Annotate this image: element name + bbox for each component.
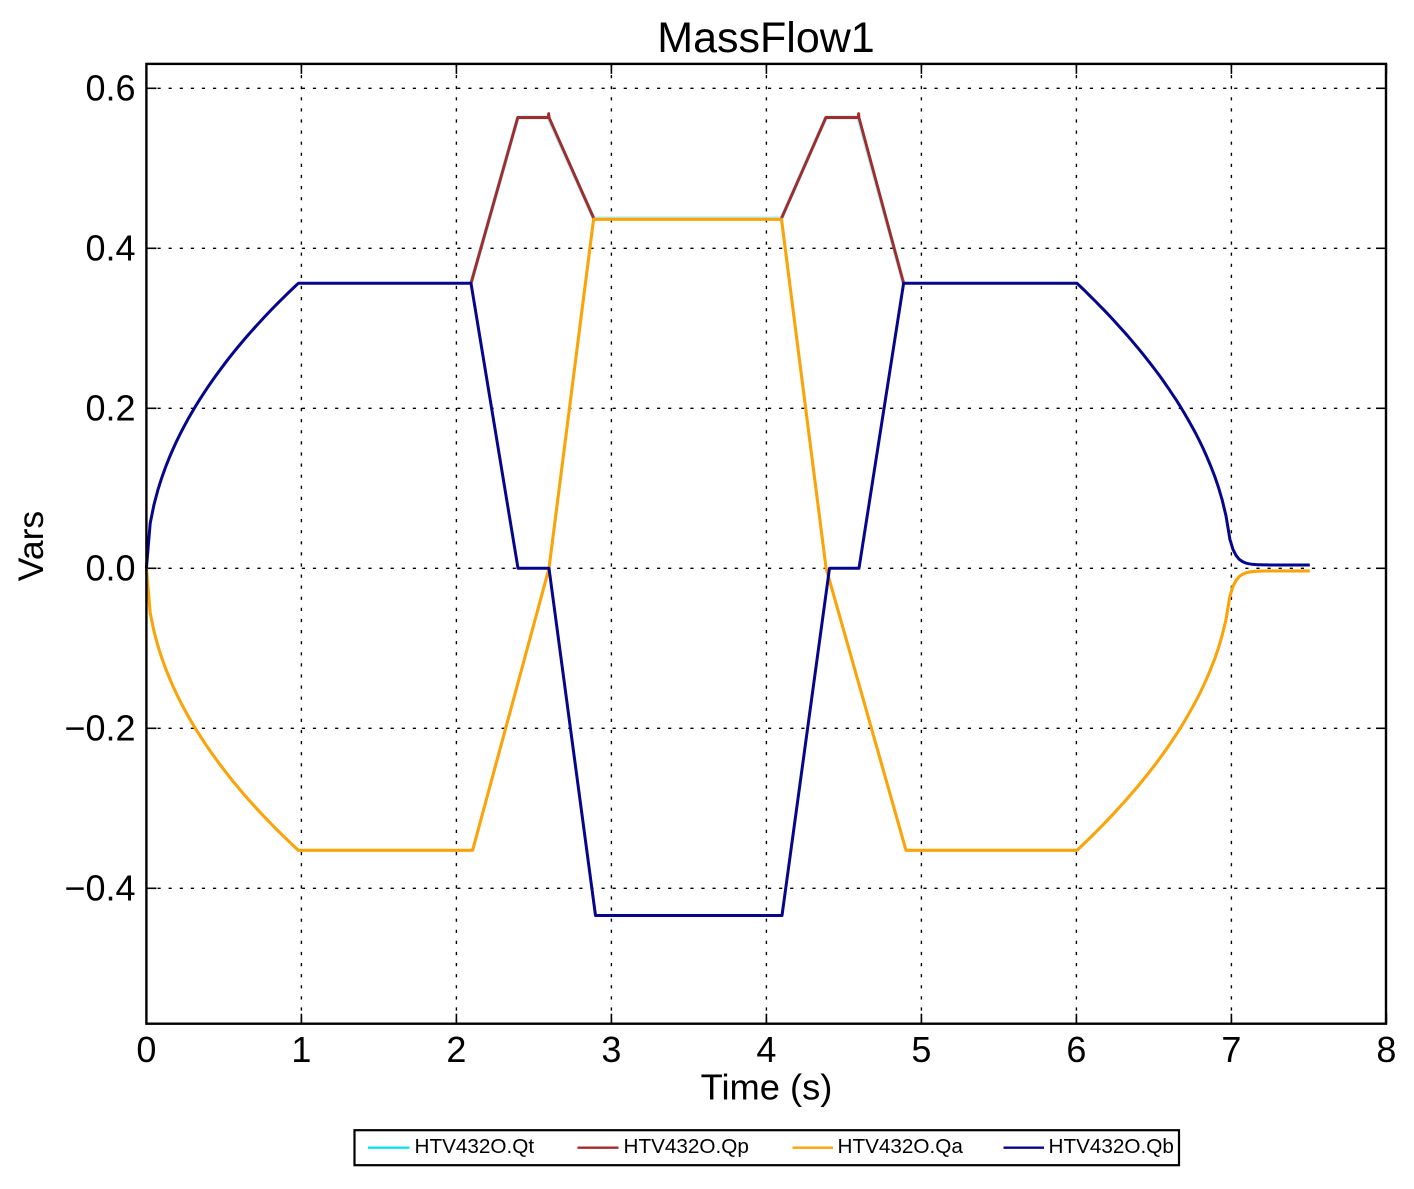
svg-text:0.4: 0.4	[85, 228, 135, 269]
svg-text:8: 8	[1376, 1029, 1396, 1070]
svg-text:0.2: 0.2	[85, 388, 135, 429]
svg-text:4: 4	[756, 1029, 776, 1070]
svg-text:2: 2	[446, 1029, 466, 1070]
svg-text:HTV432O.Qp: HTV432O.Qp	[624, 1135, 749, 1158]
svg-text:Vars: Vars	[11, 511, 51, 581]
svg-text:3: 3	[601, 1029, 621, 1070]
svg-text:7: 7	[1221, 1029, 1241, 1070]
svg-text:0.6: 0.6	[85, 68, 135, 109]
svg-text:−0.2: −0.2	[64, 708, 135, 749]
svg-text:5: 5	[911, 1029, 931, 1070]
svg-text:HTV432O.Qt: HTV432O.Qt	[415, 1135, 535, 1158]
svg-text:MassFlow1: MassFlow1	[657, 14, 874, 62]
svg-text:−0.4: −0.4	[64, 868, 135, 909]
svg-text:6: 6	[1066, 1029, 1086, 1070]
svg-text:HTV432O.Qb: HTV432O.Qb	[1049, 1135, 1174, 1158]
svg-text:0.0: 0.0	[85, 548, 135, 589]
svg-text:Time (s): Time (s)	[701, 1067, 833, 1108]
svg-text:1: 1	[291, 1029, 311, 1070]
svg-text:HTV432O.Qa: HTV432O.Qa	[838, 1135, 964, 1158]
svg-text:0: 0	[136, 1029, 156, 1070]
